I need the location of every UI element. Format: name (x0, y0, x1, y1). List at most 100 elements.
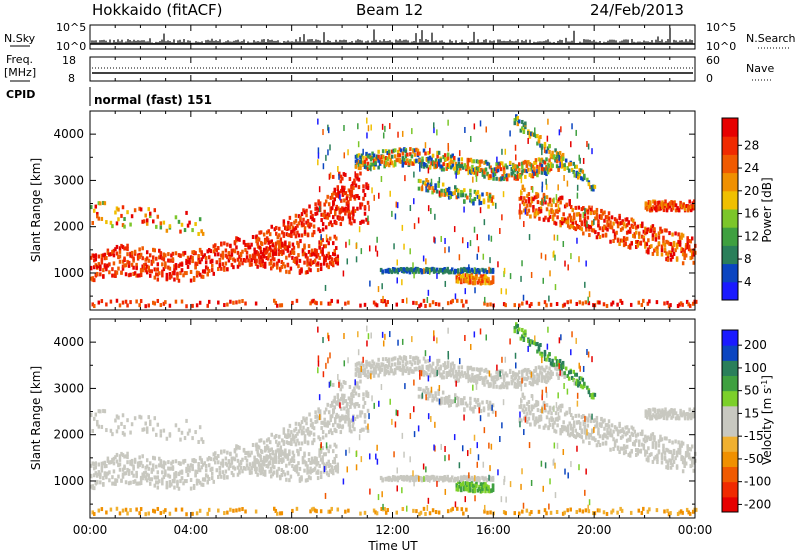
power-cell (640, 302, 644, 307)
power-cell (139, 299, 143, 304)
velocity-cell (362, 363, 365, 368)
velocity-cell (612, 437, 615, 442)
velocity-cell (297, 422, 301, 427)
velocity-cell (253, 458, 257, 463)
velocity-cell (436, 358, 439, 363)
velocity-cell (256, 444, 260, 449)
power-cell (687, 302, 690, 307)
velocity-cell (648, 452, 652, 457)
velocity-cell (281, 438, 284, 443)
velocity-cell (291, 450, 295, 455)
power-cell (546, 146, 550, 151)
velocity-cell (518, 375, 521, 380)
velocity-cell (156, 485, 160, 490)
power-cell (671, 206, 675, 211)
velocity-cell (103, 460, 107, 465)
power-cell (542, 192, 546, 197)
power-cell (470, 199, 474, 204)
power-cell (218, 262, 222, 267)
power-cell (540, 164, 544, 169)
power-cell (226, 267, 229, 272)
velocity-cell (539, 417, 543, 422)
power-cell (300, 268, 303, 273)
power-cell (426, 296, 429, 303)
power-cell (366, 220, 370, 225)
power-cell (603, 218, 606, 223)
power-cell (473, 123, 476, 130)
velocity-cell (96, 472, 99, 477)
power-cell (341, 185, 344, 190)
velocity-cell (179, 479, 182, 484)
power-cell (662, 205, 666, 210)
power-cell (615, 218, 618, 223)
power-cell (483, 168, 486, 173)
power-cell (646, 202, 649, 207)
power-cell (351, 181, 355, 186)
velocity-cell (306, 467, 309, 472)
velocity-cell (490, 488, 493, 493)
velocity-cell (179, 437, 182, 442)
power-cell (397, 149, 400, 154)
power-cell (390, 270, 393, 275)
power-cell (185, 210, 188, 215)
power-cell (434, 163, 438, 168)
power-cell (491, 275, 495, 280)
velocity-cell (297, 429, 301, 434)
power-cell (522, 129, 526, 134)
velocity-cell (254, 469, 258, 474)
velocity-cell (263, 469, 267, 474)
power-cell (546, 135, 549, 142)
power-cell (411, 128, 413, 135)
velocity-cell (174, 471, 178, 476)
velocity-cell (446, 373, 450, 378)
velocity-cell (152, 427, 155, 432)
power-cell (528, 172, 532, 177)
velocity-cell (519, 336, 523, 341)
velocity-cell (473, 404, 477, 409)
velocity-cell (487, 412, 490, 417)
power-cell (179, 253, 182, 258)
power-cell (457, 272, 460, 277)
power-cell (141, 219, 144, 224)
velocity-cell (523, 416, 526, 421)
power-cell (516, 115, 520, 120)
power-cell (446, 156, 450, 161)
velocity-cell (464, 481, 468, 486)
power-cell (353, 180, 356, 185)
power-cell (191, 250, 194, 255)
power-cell (398, 268, 401, 273)
power-cell (570, 253, 572, 260)
power-cell (472, 198, 475, 203)
velocity-cell (404, 362, 408, 367)
power-cell (221, 255, 225, 260)
power-cell (133, 251, 137, 256)
velocity-cell (515, 372, 518, 377)
power-cell (281, 230, 284, 235)
velocity-cell (594, 424, 597, 429)
velocity-cell (315, 414, 319, 419)
power-cell (493, 172, 497, 177)
velocity-cell (588, 413, 591, 418)
velocity-cell (665, 459, 668, 464)
power-cell (419, 268, 422, 273)
velocity-cell (551, 406, 555, 411)
power-cell (691, 206, 694, 211)
velocity-cell (414, 474, 418, 479)
velocity-cell (527, 375, 530, 380)
power-cell (557, 167, 560, 172)
velocity-cell (167, 473, 170, 478)
power-cell (247, 245, 250, 250)
power-cell (396, 277, 398, 284)
velocity-cell (276, 448, 280, 453)
power-cell (270, 239, 273, 244)
power-cell (156, 214, 160, 219)
velocity-cell (470, 482, 474, 487)
power-cell (543, 160, 547, 165)
power-cell (432, 188, 436, 193)
velocity-cell (115, 452, 119, 457)
power-cell (285, 269, 288, 274)
velocity-cell (430, 365, 433, 370)
power-cell (574, 220, 578, 225)
power-cell (457, 161, 461, 166)
power-cell (577, 212, 581, 217)
